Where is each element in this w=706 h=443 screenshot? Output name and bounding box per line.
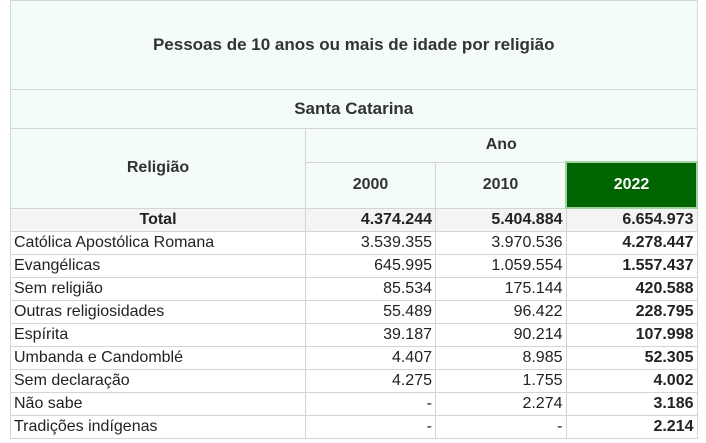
table-row: Tradições indígenas - -2.214 — [10, 415, 698, 439]
religion-label: Sem declaração — [10, 369, 306, 393]
religion-label: Espírita — [10, 323, 306, 347]
year-header-2022-selected[interactable]: 2022 — [565, 161, 698, 209]
religion-table: Pessoas de 10 anos ou mais de idade por … — [10, 0, 698, 439]
value-2000: 39.187 — [305, 323, 436, 347]
value-2022: 228.795 — [565, 300, 698, 324]
value-2010: 175.144 — [435, 277, 567, 301]
value-2000: 85.534 — [305, 277, 436, 301]
table-row: Evangélicas 645.995 1.059.554 1.557.437 — [10, 254, 698, 278]
value-2000: - — [305, 415, 436, 439]
value-2010: 1.059.554 — [435, 254, 567, 278]
religion-label: Católica Apostólica Romana — [10, 231, 306, 255]
total-row: Total 4.374.244 5.404.884 6.654.973 — [10, 207, 698, 232]
value-2000: 4.275 — [305, 369, 436, 393]
religion-label: Umbanda e Candomblé — [10, 346, 306, 370]
value-2010: 8.985 — [435, 346, 567, 370]
value-2000: - — [305, 392, 436, 416]
table-title: Pessoas de 10 anos ou mais de idade por … — [10, 0, 698, 90]
table-row: Espírita 39.187 90.214 107.998 — [10, 323, 698, 347]
year-header-2000[interactable]: 2000 — [305, 161, 436, 209]
religion-label: Outras religiosidades — [10, 300, 306, 324]
value-2010: 90.214 — [435, 323, 567, 347]
value-2022: 4.278.447 — [565, 231, 698, 255]
table-row: Católica Apostólica Romana 3.539.355 3.970… — [10, 231, 698, 255]
religion-label: Sem religião — [10, 277, 306, 301]
year-group-header: Ano — [305, 128, 698, 163]
table-row: Sem declaração 4.275 1.755 4.002 — [10, 369, 698, 393]
table-row: Umbanda e Candomblé 4.407 8.985 52.305 — [10, 346, 698, 370]
value-2000: 3.539.355 — [305, 231, 436, 255]
value-2010: 3.970.536 — [435, 231, 567, 255]
value-2022: 4.002 — [565, 369, 698, 393]
value-2000: 4.407 — [305, 346, 436, 370]
year-header-2010[interactable]: 2010 — [435, 161, 567, 209]
value-2022: 3.186 — [565, 392, 698, 416]
value-2022: 420.588 — [565, 277, 698, 301]
religion-label: Tradições indígenas — [10, 415, 306, 439]
region-header: Santa Catarina — [10, 89, 698, 129]
value-2010: 1.755 — [435, 369, 567, 393]
value-2000: 55.489 — [305, 300, 436, 324]
value-2010: 2.274 — [435, 392, 567, 416]
value-2022: 6.654.973 — [565, 207, 698, 232]
table-row: Não sabe -2.274 3.186 — [10, 392, 698, 416]
value-2022: 52.305 — [565, 346, 698, 370]
value-2000: 4.374.244 — [305, 207, 436, 232]
value-2010: 5.404.884 — [435, 207, 567, 232]
value-2022: 1.557.437 — [565, 254, 698, 278]
religion-column-header: Religião — [10, 128, 306, 209]
religion-label: Não sabe — [10, 392, 306, 416]
religion-label: Total — [10, 207, 306, 232]
value-2000: 645.995 — [305, 254, 436, 278]
table-row: Outras religiosidades 55.489 96.422 228.795 — [10, 300, 698, 324]
religion-label: Evangélicas — [10, 254, 306, 278]
table-row: Sem religião 85.534 175.144 420.588 — [10, 277, 698, 301]
value-2022: 107.998 — [565, 323, 698, 347]
value-2010: 96.422 — [435, 300, 567, 324]
value-2022: 2.214 — [565, 415, 698, 439]
value-2010: - — [435, 415, 567, 439]
